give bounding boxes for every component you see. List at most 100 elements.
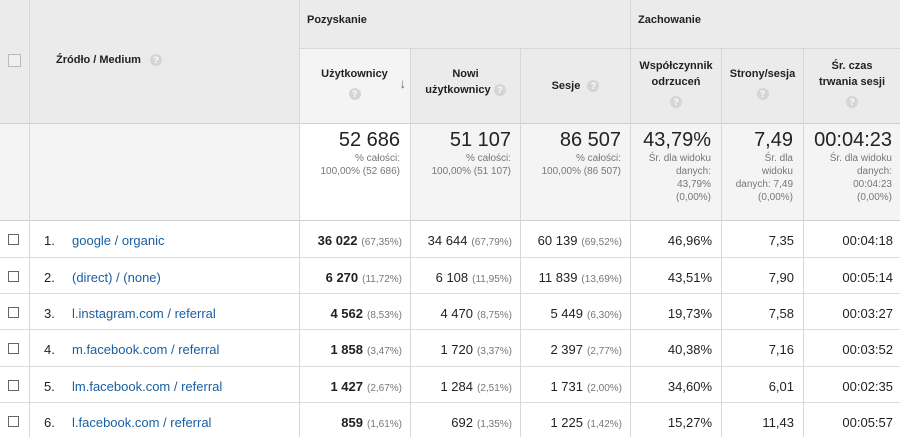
summary-users-value: 52 686 — [338, 129, 400, 151]
help-icon[interactable]: ? — [587, 80, 600, 93]
sessions-value: 60 139 — [537, 233, 578, 248]
new-users-pct: (8,75%) — [476, 310, 512, 321]
row-checkbox[interactable] — [8, 307, 19, 318]
col-header-sessions[interactable]: Sesje ? — [521, 48, 630, 123]
sessions-value: 2 397 — [550, 342, 583, 357]
divider — [721, 48, 722, 437]
col-header-new-users[interactable]: Nowi użytkownicy ? — [411, 48, 520, 123]
source-medium-link[interactable]: m.facebook.com / referral — [72, 342, 220, 357]
summary-duration-l3: 00:04:23 — [853, 179, 892, 190]
duration-cell: 00:03:52 — [842, 342, 893, 357]
pages-cell: 11,43 — [762, 415, 794, 430]
table-header — [0, 0, 900, 123]
col-header-bounce[interactable]: Współczynnik odrzuceń ? — [631, 48, 721, 123]
source-medium-link[interactable]: lm.facebook.com / referral — [72, 379, 223, 394]
col-header-users-label: Użytkownicy — [321, 68, 388, 80]
users-value: 859 — [341, 415, 363, 430]
bounce-cell: 46,96% — [667, 233, 712, 248]
bounce-cell: 15,27% — [667, 415, 712, 430]
summary-new-users-l1: % całości: — [465, 153, 511, 164]
new-users-value: 692 — [451, 415, 473, 430]
bounce-cell: 34,60% — [667, 379, 712, 394]
summary-sessions-l1: % całości: — [575, 153, 621, 164]
source-medium-link[interactable]: google / organic — [72, 233, 165, 248]
new-users-value: 34 644 — [427, 233, 468, 248]
help-icon[interactable]: ? — [348, 88, 361, 101]
col-header-source-medium[interactable]: Źródło / Medium ? — [56, 54, 163, 67]
row-number: 1. — [44, 233, 55, 248]
sort-descending-icon[interactable]: ↓ — [399, 76, 407, 91]
sessions-value: 1 225 — [550, 415, 583, 430]
col-header-duration[interactable]: Śr. czas trwania sesji ? — [804, 48, 900, 123]
sessions-pct: (13,69%) — [581, 274, 622, 285]
duration-cell: 00:03:27 — [842, 306, 893, 321]
row-checkbox[interactable] — [8, 271, 19, 282]
users-pct: (8,53%) — [366, 310, 402, 321]
summary-users: 52 686 % całości: 100,00% (52 686) — [299, 128, 400, 178]
row-number: 2. — [44, 270, 55, 285]
sessions-pct: (2,00%) — [586, 383, 622, 394]
pages-cell: 7,16 — [768, 342, 794, 357]
new-users-pct: (67,79%) — [471, 237, 512, 248]
col-header-users[interactable]: Użytkownicy ? ↓ — [299, 48, 410, 123]
row-checkbox[interactable] — [8, 380, 19, 391]
users-value: 1 858 — [330, 342, 363, 357]
users-pct: (1,61%) — [366, 419, 402, 430]
divider — [803, 48, 804, 437]
summary-sessions-value: 86 507 — [559, 129, 621, 151]
sessions-value: 5 449 — [550, 306, 583, 321]
new-users-pct: (3,37%) — [476, 346, 512, 357]
users-cell: 859 (1,61%) — [299, 415, 402, 430]
source-medium-link[interactable]: l.instagram.com / referral — [72, 306, 216, 321]
summary-sessions-l2: 100,00% (86 507) — [541, 166, 621, 177]
row-checkbox[interactable] — [8, 234, 19, 245]
help-icon[interactable]: ? — [756, 88, 769, 101]
source-medium-link[interactable]: l.facebook.com / referral — [72, 415, 212, 430]
pages-cell: 7,58 — [768, 306, 794, 321]
col-header-new-users-l1: Nowi — [452, 68, 479, 80]
row-number: 5. — [44, 379, 55, 394]
pages-cell: 7,90 — [768, 270, 794, 285]
help-icon[interactable]: ? — [150, 54, 163, 67]
row-checkbox[interactable] — [8, 343, 19, 354]
col-header-bounce-l2: odrzuceń — [651, 76, 701, 88]
col-header-pages[interactable]: Strony/sesja ? — [722, 48, 803, 123]
sessions-value: 11 839 — [538, 270, 578, 285]
users-pct: (67,35%) — [361, 237, 402, 248]
help-icon[interactable]: ? — [493, 84, 506, 97]
users-value: 6 270 — [325, 270, 359, 285]
summary-users-bg — [299, 123, 410, 220]
bounce-cell: 43,51% — [667, 270, 712, 285]
sessions-cell: 1 225 (1,42%) — [520, 415, 622, 430]
row-checkbox[interactable] — [8, 416, 19, 427]
sessions-cell: 1 731 (2,00%) — [520, 379, 622, 394]
summary-bounce-l2: danych: — [675, 166, 711, 177]
summary-duration: 00:04:23 Śr. dla widoku danych: 00:04:23… — [803, 128, 892, 204]
source-medium-link[interactable]: (direct) / (none) — [72, 270, 161, 285]
new-users-value: 6 108 — [435, 270, 469, 285]
divider — [0, 123, 900, 124]
row-number: 3. — [44, 306, 55, 321]
divider — [630, 0, 631, 437]
duration-cell: 00:05:57 — [842, 415, 893, 430]
summary-users-l2: 100,00% (52 686) — [320, 166, 400, 177]
summary-pages-l2: widoku — [761, 166, 793, 177]
new-users-pct: (1,35%) — [476, 419, 512, 430]
divider — [0, 293, 900, 294]
help-icon[interactable]: ? — [670, 96, 682, 109]
duration-cell: 00:05:14 — [842, 270, 893, 285]
pages-cell: 6,01 — [768, 379, 794, 394]
sessions-cell: 5 449 (6,30%) — [520, 306, 622, 321]
new-users-cell: 1 720 (3,37%) — [410, 342, 512, 357]
new-users-value: 1 720 — [440, 342, 473, 357]
pages-cell: 7,35 — [768, 233, 794, 248]
users-pct: (3,47%) — [366, 346, 402, 357]
sessions-value: 1 731 — [550, 379, 583, 394]
help-icon[interactable]: ? — [846, 96, 858, 109]
sessions-cell: 11 839 (13,69%) — [520, 270, 622, 285]
col-header-bounce-l1: Współczynnik — [639, 60, 713, 72]
select-all-checkbox[interactable] — [8, 54, 21, 67]
col-header-duration-l2: trwania sesji — [818, 76, 886, 88]
users-cell: 1 858 (3,47%) — [299, 342, 402, 357]
